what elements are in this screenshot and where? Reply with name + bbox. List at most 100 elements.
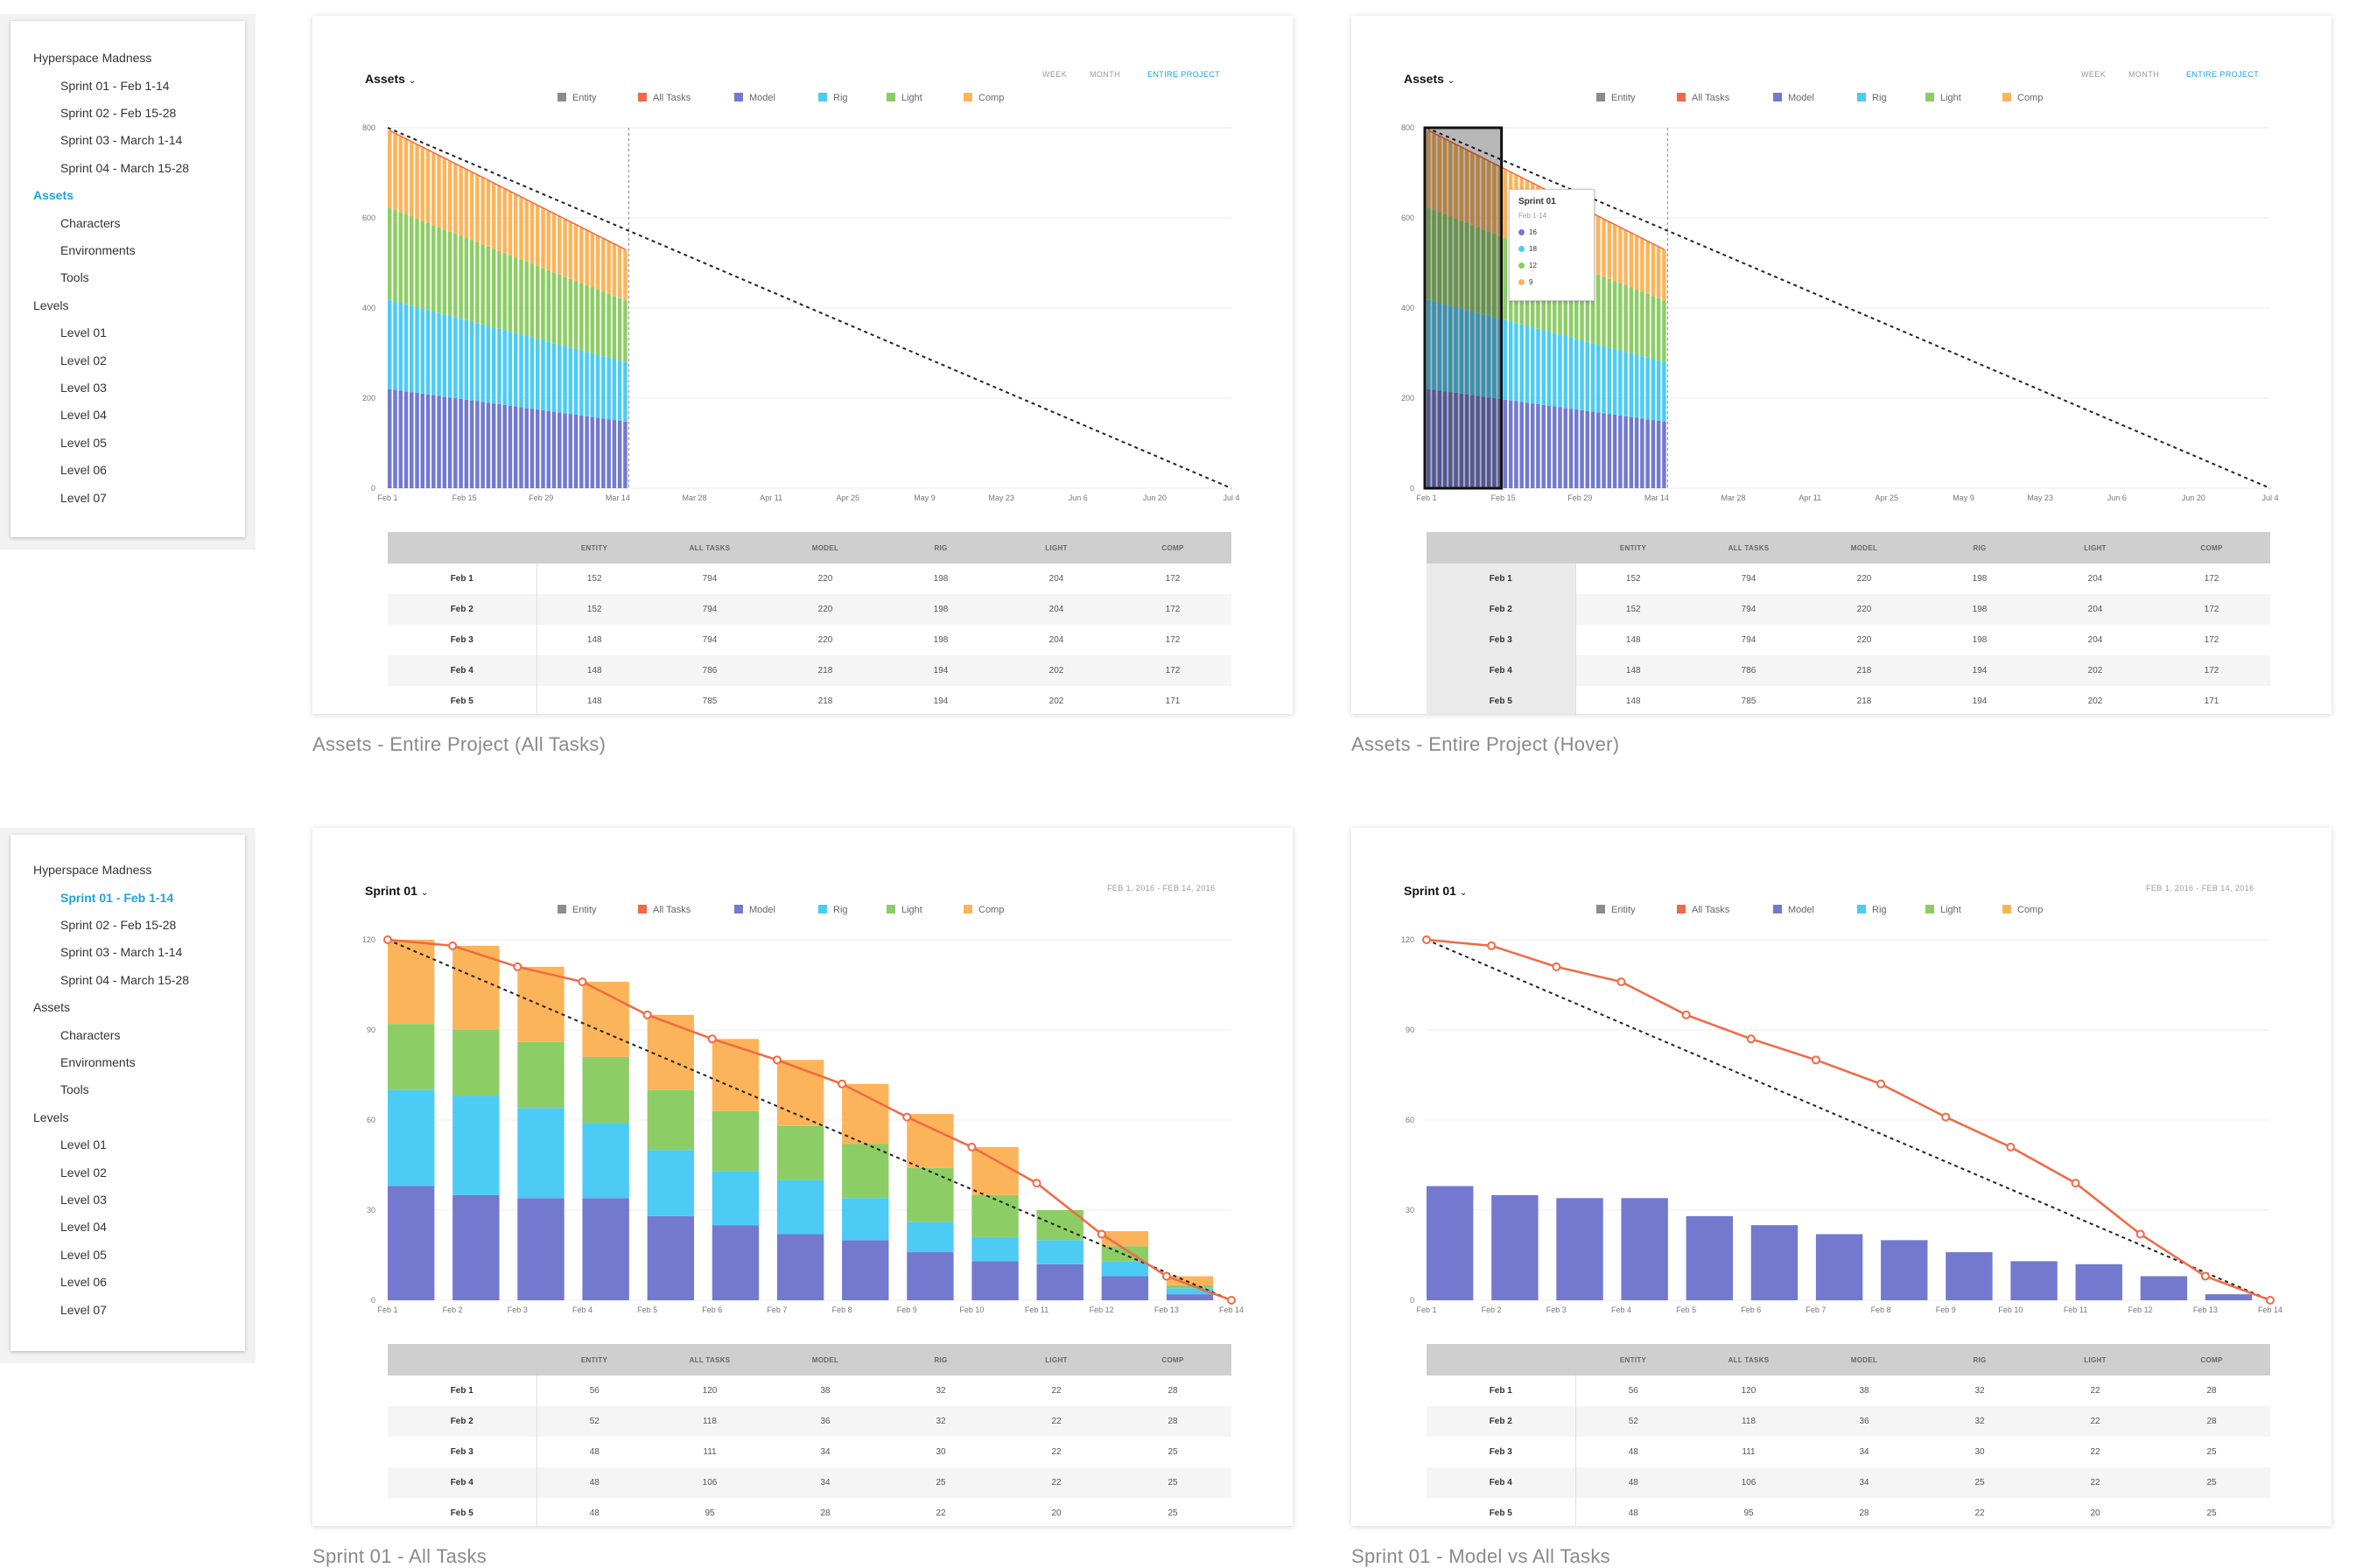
nav-sprint-03[interactable]: Sprint 03 - March 1-14: [60, 133, 183, 147]
bar-segment-light: [513, 257, 518, 333]
chart-title-dropdown[interactable]: Assets ⌄: [1404, 72, 1455, 86]
time-option-month[interactable]: MONTH: [1090, 70, 1120, 79]
legend-model[interactable]: Model: [1773, 905, 1814, 915]
nav-assets-characters[interactable]: Characters: [60, 216, 121, 230]
legend-all-tasks[interactable]: All Tasks: [1677, 905, 1729, 915]
nav-assets-characters[interactable]: Characters: [60, 1028, 121, 1042]
nav-level-06[interactable]: Level 06: [60, 1275, 107, 1289]
bar-segment-model: [590, 416, 595, 488]
legend-all-tasks[interactable]: All Tasks: [638, 93, 691, 103]
nav-level-03[interactable]: Level 03: [60, 1193, 107, 1207]
legend-light[interactable]: Light: [887, 905, 922, 915]
chart-title-dropdown[interactable]: Sprint 01 ⌄: [365, 884, 428, 898]
table-cell: 36: [768, 1406, 883, 1437]
nav-sprint-03[interactable]: Sprint 03 - March 1-14: [60, 945, 183, 959]
legend-comp[interactable]: Comp: [964, 905, 1004, 915]
table-row: Feb 4 148 786 218 194 202 172: [1427, 655, 2270, 686]
table-cell: 198: [883, 594, 999, 625]
nav-assets[interactable]: Assets: [33, 1000, 71, 1014]
bar-segment-rig: [776, 1180, 824, 1235]
nav-assets-environments[interactable]: Environments: [60, 1055, 136, 1069]
bar-segment-rig: [595, 354, 600, 418]
nav-level-05[interactable]: Level 05: [60, 436, 107, 450]
ideal-burndown-line: [1426, 127, 2271, 489]
nav-level-01[interactable]: Level 01: [60, 326, 107, 340]
bar-segment-comp: [420, 147, 425, 221]
nav-assets-tools[interactable]: Tools: [60, 1082, 89, 1096]
legend-rig[interactable]: Rig: [818, 93, 848, 103]
time-option-week[interactable]: WEEK: [2081, 70, 2107, 79]
bar-segment-rig: [617, 360, 622, 421]
chart-title: Assets: [1404, 72, 1444, 86]
legend-entity[interactable]: Entity: [557, 905, 597, 915]
nav-assets[interactable]: Assets: [33, 188, 74, 202]
all-tasks-point: [1487, 941, 1497, 950]
nav-project-title[interactable]: Hyperspace Madness: [33, 51, 152, 65]
table-cell: 786: [652, 655, 768, 686]
legend-model[interactable]: Model: [1773, 93, 1814, 103]
legend-light[interactable]: Light: [887, 93, 922, 103]
nav-sprint-02[interactable]: Sprint 02 - Feb 15-28: [60, 106, 177, 120]
nav-level-04[interactable]: Level 04: [60, 1220, 107, 1234]
nav-level-03[interactable]: Level 03: [60, 381, 107, 395]
legend-model[interactable]: Model: [734, 93, 775, 103]
nav-sprint-01[interactable]: Sprint 01 - Feb 1-14: [60, 79, 170, 93]
nav-project-title[interactable]: Hyperspace Madness: [33, 863, 152, 877]
legend-rig[interactable]: Rig: [1857, 93, 1887, 103]
legend-swatch-comp: [2002, 93, 2011, 102]
legend-label: Comp: [978, 93, 1005, 103]
chart-title-dropdown[interactable]: Sprint 01 ⌄: [1404, 884, 1467, 898]
nav-level-07[interactable]: Level 07: [60, 491, 107, 505]
time-option-entire-project[interactable]: ENTIRE PROJECT: [1147, 70, 1221, 79]
nav-assets-tools[interactable]: Tools: [60, 270, 89, 284]
bar-segment-rig: [1459, 308, 1464, 394]
legend-entity[interactable]: Entity: [1596, 905, 1636, 915]
bar-segment-light: [410, 216, 414, 306]
legend-model[interactable]: Model: [734, 905, 775, 915]
nav-levels[interactable]: Levels: [33, 1110, 69, 1124]
legend-entity[interactable]: Entity: [1596, 93, 1636, 103]
nav-levels[interactable]: Levels: [33, 298, 69, 312]
nav-level-01[interactable]: Level 01: [60, 1138, 107, 1152]
table-cell: 25: [883, 1467, 999, 1498]
chart-title-dropdown[interactable]: Assets ⌄: [365, 72, 416, 86]
time-option-entire-project[interactable]: ENTIRE PROJECT: [2186, 70, 2260, 79]
legend-comp[interactable]: Comp: [2002, 93, 2043, 103]
table-header-row: ENTITY ALL TASKS MODEL RIG LIGHT COMP: [1427, 1344, 2270, 1376]
legend-light[interactable]: Light: [1925, 905, 1961, 915]
nav-level-07[interactable]: Level 07: [60, 1303, 107, 1317]
table-cell: 148: [1575, 655, 1691, 686]
legend-entity[interactable]: Entity: [557, 93, 597, 103]
legend-rig[interactable]: Rig: [1857, 905, 1887, 915]
table-cell: 22: [1051, 1386, 1062, 1396]
legend-comp[interactable]: Comp: [964, 93, 1004, 103]
nav-assets-environments[interactable]: Environments: [60, 243, 136, 257]
nav-level-02[interactable]: Level 02: [60, 354, 107, 368]
legend-rig[interactable]: Rig: [818, 905, 848, 915]
time-option-week[interactable]: WEEK: [1042, 70, 1068, 79]
x-tick-label: Feb 15: [452, 494, 477, 502]
all-tasks-point: [2006, 1142, 2016, 1152]
nav-level-06[interactable]: Level 06: [60, 463, 107, 477]
time-option-month[interactable]: MONTH: [2128, 70, 2159, 79]
legend-all-tasks[interactable]: All Tasks: [638, 905, 691, 915]
bar-segment-rig: [579, 350, 584, 416]
nav-sprint-04[interactable]: Sprint 04 - March 15-28: [60, 973, 190, 987]
nav-sprint-02[interactable]: Sprint 02 - Feb 15-28: [60, 918, 177, 932]
legend-light[interactable]: Light: [1925, 93, 1961, 103]
nav-sprint-01[interactable]: Sprint 01 - Feb 1-14: [60, 891, 174, 905]
nav-level-05[interactable]: Level 05: [60, 1248, 107, 1262]
bar-segment-rig: [420, 308, 425, 394]
bar-segment-rig: [1442, 304, 1448, 392]
nav-level-02[interactable]: Level 02: [60, 1166, 107, 1180]
table-cell: 198: [933, 635, 949, 645]
nav-level-04[interactable]: Level 04: [60, 408, 107, 422]
bar-segment-comp: [1612, 224, 1617, 282]
legend-comp[interactable]: Comp: [2002, 905, 2043, 915]
ideal-burndown-line: [1426, 939, 2271, 1301]
nav-sprint-04[interactable]: Sprint 04 - March 15-28: [60, 161, 190, 175]
bar-segment-comp: [1602, 219, 1606, 277]
bar-segment-rig: [1546, 332, 1552, 406]
all-tasks-point: [1681, 1010, 1691, 1019]
legend-all-tasks[interactable]: All Tasks: [1677, 93, 1729, 103]
